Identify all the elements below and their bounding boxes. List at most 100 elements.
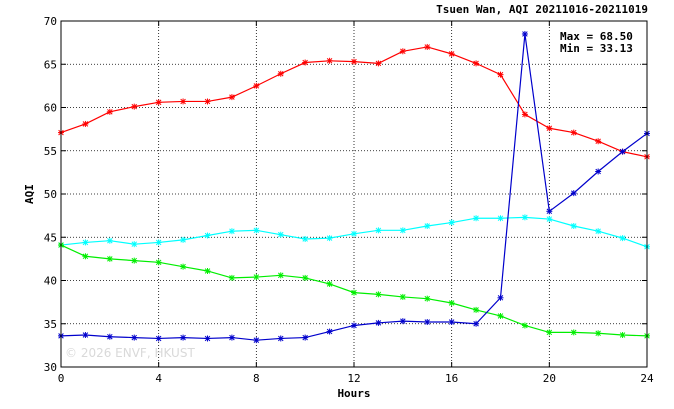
x-tick-label: 4 bbox=[155, 372, 162, 385]
y-tick-label: 45 bbox=[44, 231, 57, 244]
data-point bbox=[326, 280, 333, 287]
series-layer bbox=[58, 30, 650, 344]
data-point bbox=[82, 331, 89, 338]
data-point bbox=[155, 99, 162, 106]
max-annotation: Max = 68.50 bbox=[560, 30, 633, 43]
data-point bbox=[521, 322, 528, 329]
data-point bbox=[82, 120, 89, 127]
series-3 bbox=[58, 30, 650, 344]
data-point bbox=[521, 111, 528, 118]
data-point bbox=[131, 103, 138, 110]
data-point bbox=[424, 223, 431, 230]
data-point bbox=[155, 239, 162, 246]
data-point bbox=[546, 208, 553, 215]
data-point bbox=[473, 215, 480, 222]
x-tick-label: 0 bbox=[58, 372, 65, 385]
data-point bbox=[570, 190, 577, 197]
data-point bbox=[253, 227, 260, 234]
tick-layer: 0 4 8 12 16 20 24 30 35 40 45 50 55 60 65 70 bbox=[44, 15, 654, 385]
x-axis-label: Hours bbox=[337, 387, 370, 400]
data-point bbox=[497, 215, 504, 222]
data-point bbox=[351, 58, 357, 65]
data-point bbox=[570, 223, 577, 230]
data-point bbox=[228, 94, 235, 101]
data-point bbox=[399, 227, 406, 234]
data-point bbox=[204, 335, 211, 342]
data-point bbox=[131, 257, 138, 264]
data-point bbox=[546, 125, 553, 132]
data-point bbox=[302, 59, 309, 66]
data-point bbox=[570, 329, 577, 336]
x-tick-label: 24 bbox=[640, 372, 654, 385]
data-point bbox=[448, 299, 455, 306]
y-tick-label: 50 bbox=[44, 188, 57, 201]
data-point bbox=[375, 227, 382, 234]
data-point bbox=[351, 289, 357, 296]
data-point bbox=[448, 219, 455, 226]
data-point bbox=[375, 291, 382, 298]
data-point bbox=[106, 237, 113, 244]
data-point bbox=[131, 334, 138, 341]
data-point bbox=[82, 239, 89, 246]
data-point bbox=[497, 312, 504, 319]
data-point bbox=[595, 138, 602, 145]
data-point bbox=[619, 148, 626, 155]
data-point bbox=[473, 320, 480, 327]
y-tick-label: 35 bbox=[44, 318, 57, 331]
data-point bbox=[253, 82, 260, 89]
series-1 bbox=[58, 214, 650, 250]
x-tick-label: 12 bbox=[347, 372, 360, 385]
grid-lines bbox=[61, 21, 647, 367]
data-point bbox=[399, 48, 406, 55]
data-point bbox=[546, 216, 553, 223]
data-point bbox=[326, 235, 333, 242]
y-tick-label: 40 bbox=[44, 275, 57, 288]
data-point bbox=[521, 214, 528, 221]
data-point bbox=[180, 98, 187, 105]
y-axis-label: AQI bbox=[23, 184, 36, 204]
data-point bbox=[595, 330, 602, 337]
watermark: © 2026 ENVF, HKUST bbox=[65, 346, 195, 360]
x-tick-label: 20 bbox=[543, 372, 556, 385]
data-point bbox=[204, 267, 211, 274]
data-point bbox=[351, 230, 357, 237]
data-point bbox=[595, 228, 602, 235]
y-tick-label: 65 bbox=[44, 58, 57, 71]
data-point bbox=[546, 329, 553, 336]
data-point bbox=[448, 319, 455, 326]
series-0 bbox=[58, 43, 650, 160]
data-point bbox=[424, 43, 431, 50]
data-point bbox=[106, 333, 113, 340]
data-point bbox=[302, 235, 309, 242]
data-point bbox=[228, 274, 235, 281]
data-point bbox=[399, 318, 406, 325]
min-annotation: Min = 33.13 bbox=[560, 42, 633, 55]
data-point bbox=[497, 71, 504, 78]
data-point bbox=[228, 334, 235, 341]
y-tick-label: 30 bbox=[44, 361, 57, 374]
data-point bbox=[375, 319, 382, 326]
data-point bbox=[253, 337, 260, 344]
data-point bbox=[497, 294, 504, 301]
data-point bbox=[180, 236, 187, 243]
data-point bbox=[399, 293, 406, 300]
x-tick-label: 8 bbox=[253, 372, 260, 385]
data-point bbox=[253, 274, 260, 281]
y-tick-label: 60 bbox=[44, 102, 57, 115]
data-point bbox=[204, 98, 211, 105]
data-point bbox=[106, 108, 113, 115]
x-tick-label: 16 bbox=[445, 372, 458, 385]
series-2 bbox=[58, 242, 650, 339]
data-point bbox=[570, 129, 577, 136]
data-point bbox=[302, 274, 309, 281]
data-point bbox=[619, 235, 626, 242]
data-point bbox=[131, 241, 138, 248]
data-point bbox=[302, 334, 309, 341]
data-point bbox=[326, 57, 333, 64]
chart-title: Tsuen Wan, AQI 20211016-20211019 bbox=[436, 3, 648, 16]
data-point bbox=[473, 306, 480, 313]
data-point bbox=[595, 168, 602, 175]
data-point bbox=[277, 231, 284, 238]
y-tick-label: 70 bbox=[44, 15, 57, 28]
